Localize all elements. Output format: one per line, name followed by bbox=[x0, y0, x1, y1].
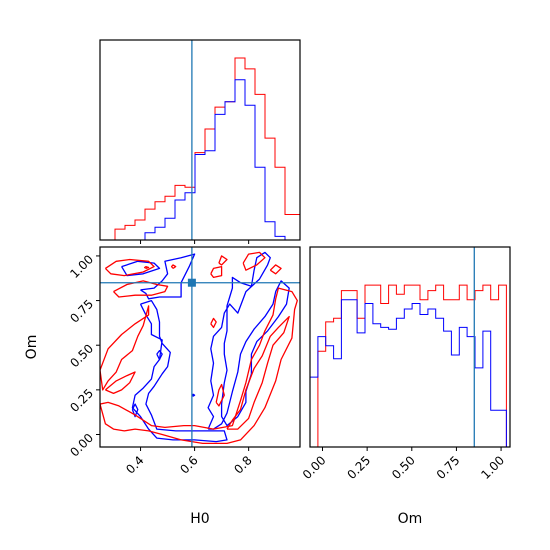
contour-xticks: 0.4 0.6 0.8 bbox=[123, 447, 255, 477]
contour-ytick-label-2: 0.50 bbox=[67, 341, 96, 370]
h0-histogram-series-red bbox=[100, 57, 301, 241]
contour-blue-line-6 bbox=[191, 393, 196, 397]
contour-series-group bbox=[100, 251, 298, 445]
contour-blue-line-5 bbox=[156, 349, 163, 361]
contour-xtick-label-2: 0.8 bbox=[231, 453, 254, 476]
contour-x-axis-label: H0 bbox=[190, 511, 209, 527]
om-xtick-label-4: 1.00 bbox=[478, 453, 507, 482]
contour-y-axis-label: Om bbox=[24, 335, 40, 360]
om-histogram-xticks: 0.00 0.25 0.50 0.75 1.00 bbox=[300, 447, 507, 482]
om-xtick-label-0: 0.00 bbox=[300, 453, 329, 482]
contour-red-line-11 bbox=[269, 264, 282, 275]
contour-red-line-8 bbox=[226, 315, 290, 430]
contour-ytick-label-4: 1.00 bbox=[67, 252, 96, 281]
contour-red-line-2 bbox=[100, 305, 150, 391]
om-xtick-label-1: 0.25 bbox=[344, 453, 373, 482]
om-histogram-series-blue bbox=[309, 299, 507, 447]
contour-ytick-label-0: 0.00 bbox=[67, 431, 96, 460]
contour-red-line-12 bbox=[143, 265, 150, 270]
h0-marginal-histogram-panel bbox=[99, 39, 301, 244]
om-xtick-label-3: 0.75 bbox=[434, 453, 463, 482]
h0-histogram-frame bbox=[99, 39, 301, 241]
om-marginal-histogram-panel: 0.00 0.25 0.50 0.75 1.00 Om bbox=[300, 246, 511, 527]
contour-xtick-label-1: 0.6 bbox=[177, 453, 200, 476]
h0-om-contour-panel: 0.4 0.6 0.8 0.00 0.25 0.50 0.75 1.00 H0 Om bbox=[24, 246, 301, 527]
h0-histogram-xticks bbox=[140, 240, 250, 244]
h0-histogram-series-blue bbox=[100, 79, 300, 241]
contour-truth-marker bbox=[187, 278, 196, 287]
contour-frame bbox=[99, 246, 301, 448]
contour-blue-line-3 bbox=[207, 251, 290, 430]
contour-ytick-label-1: 0.25 bbox=[67, 386, 96, 415]
contour-red-line-5 bbox=[242, 251, 266, 271]
contour-red-line-10 bbox=[210, 317, 217, 329]
contour-red-line-7 bbox=[218, 255, 228, 266]
contour-blue-line-0 bbox=[121, 260, 161, 277]
contour-yticks: 0.00 0.25 0.50 0.75 1.00 bbox=[67, 252, 100, 460]
contour-xtick-label-0: 0.4 bbox=[123, 453, 146, 476]
om-x-axis-label: Om bbox=[398, 511, 423, 527]
om-xtick-label-2: 0.50 bbox=[389, 453, 418, 482]
contour-red-line-4 bbox=[104, 371, 136, 395]
contour-red-line-6 bbox=[210, 265, 223, 279]
contour-blue-line-2 bbox=[131, 299, 228, 443]
contour-red-line-0 bbox=[104, 258, 155, 277]
contour-red-line-9 bbox=[215, 383, 225, 407]
h0-histogram-series-group bbox=[100, 57, 301, 241]
contour-red-line-13 bbox=[170, 264, 177, 269]
om-histogram-frame bbox=[309, 246, 511, 448]
om-histogram-series-group bbox=[309, 284, 507, 448]
contour-ytick-label-3: 0.75 bbox=[67, 297, 96, 326]
contour-red-line-3 bbox=[100, 287, 298, 445]
